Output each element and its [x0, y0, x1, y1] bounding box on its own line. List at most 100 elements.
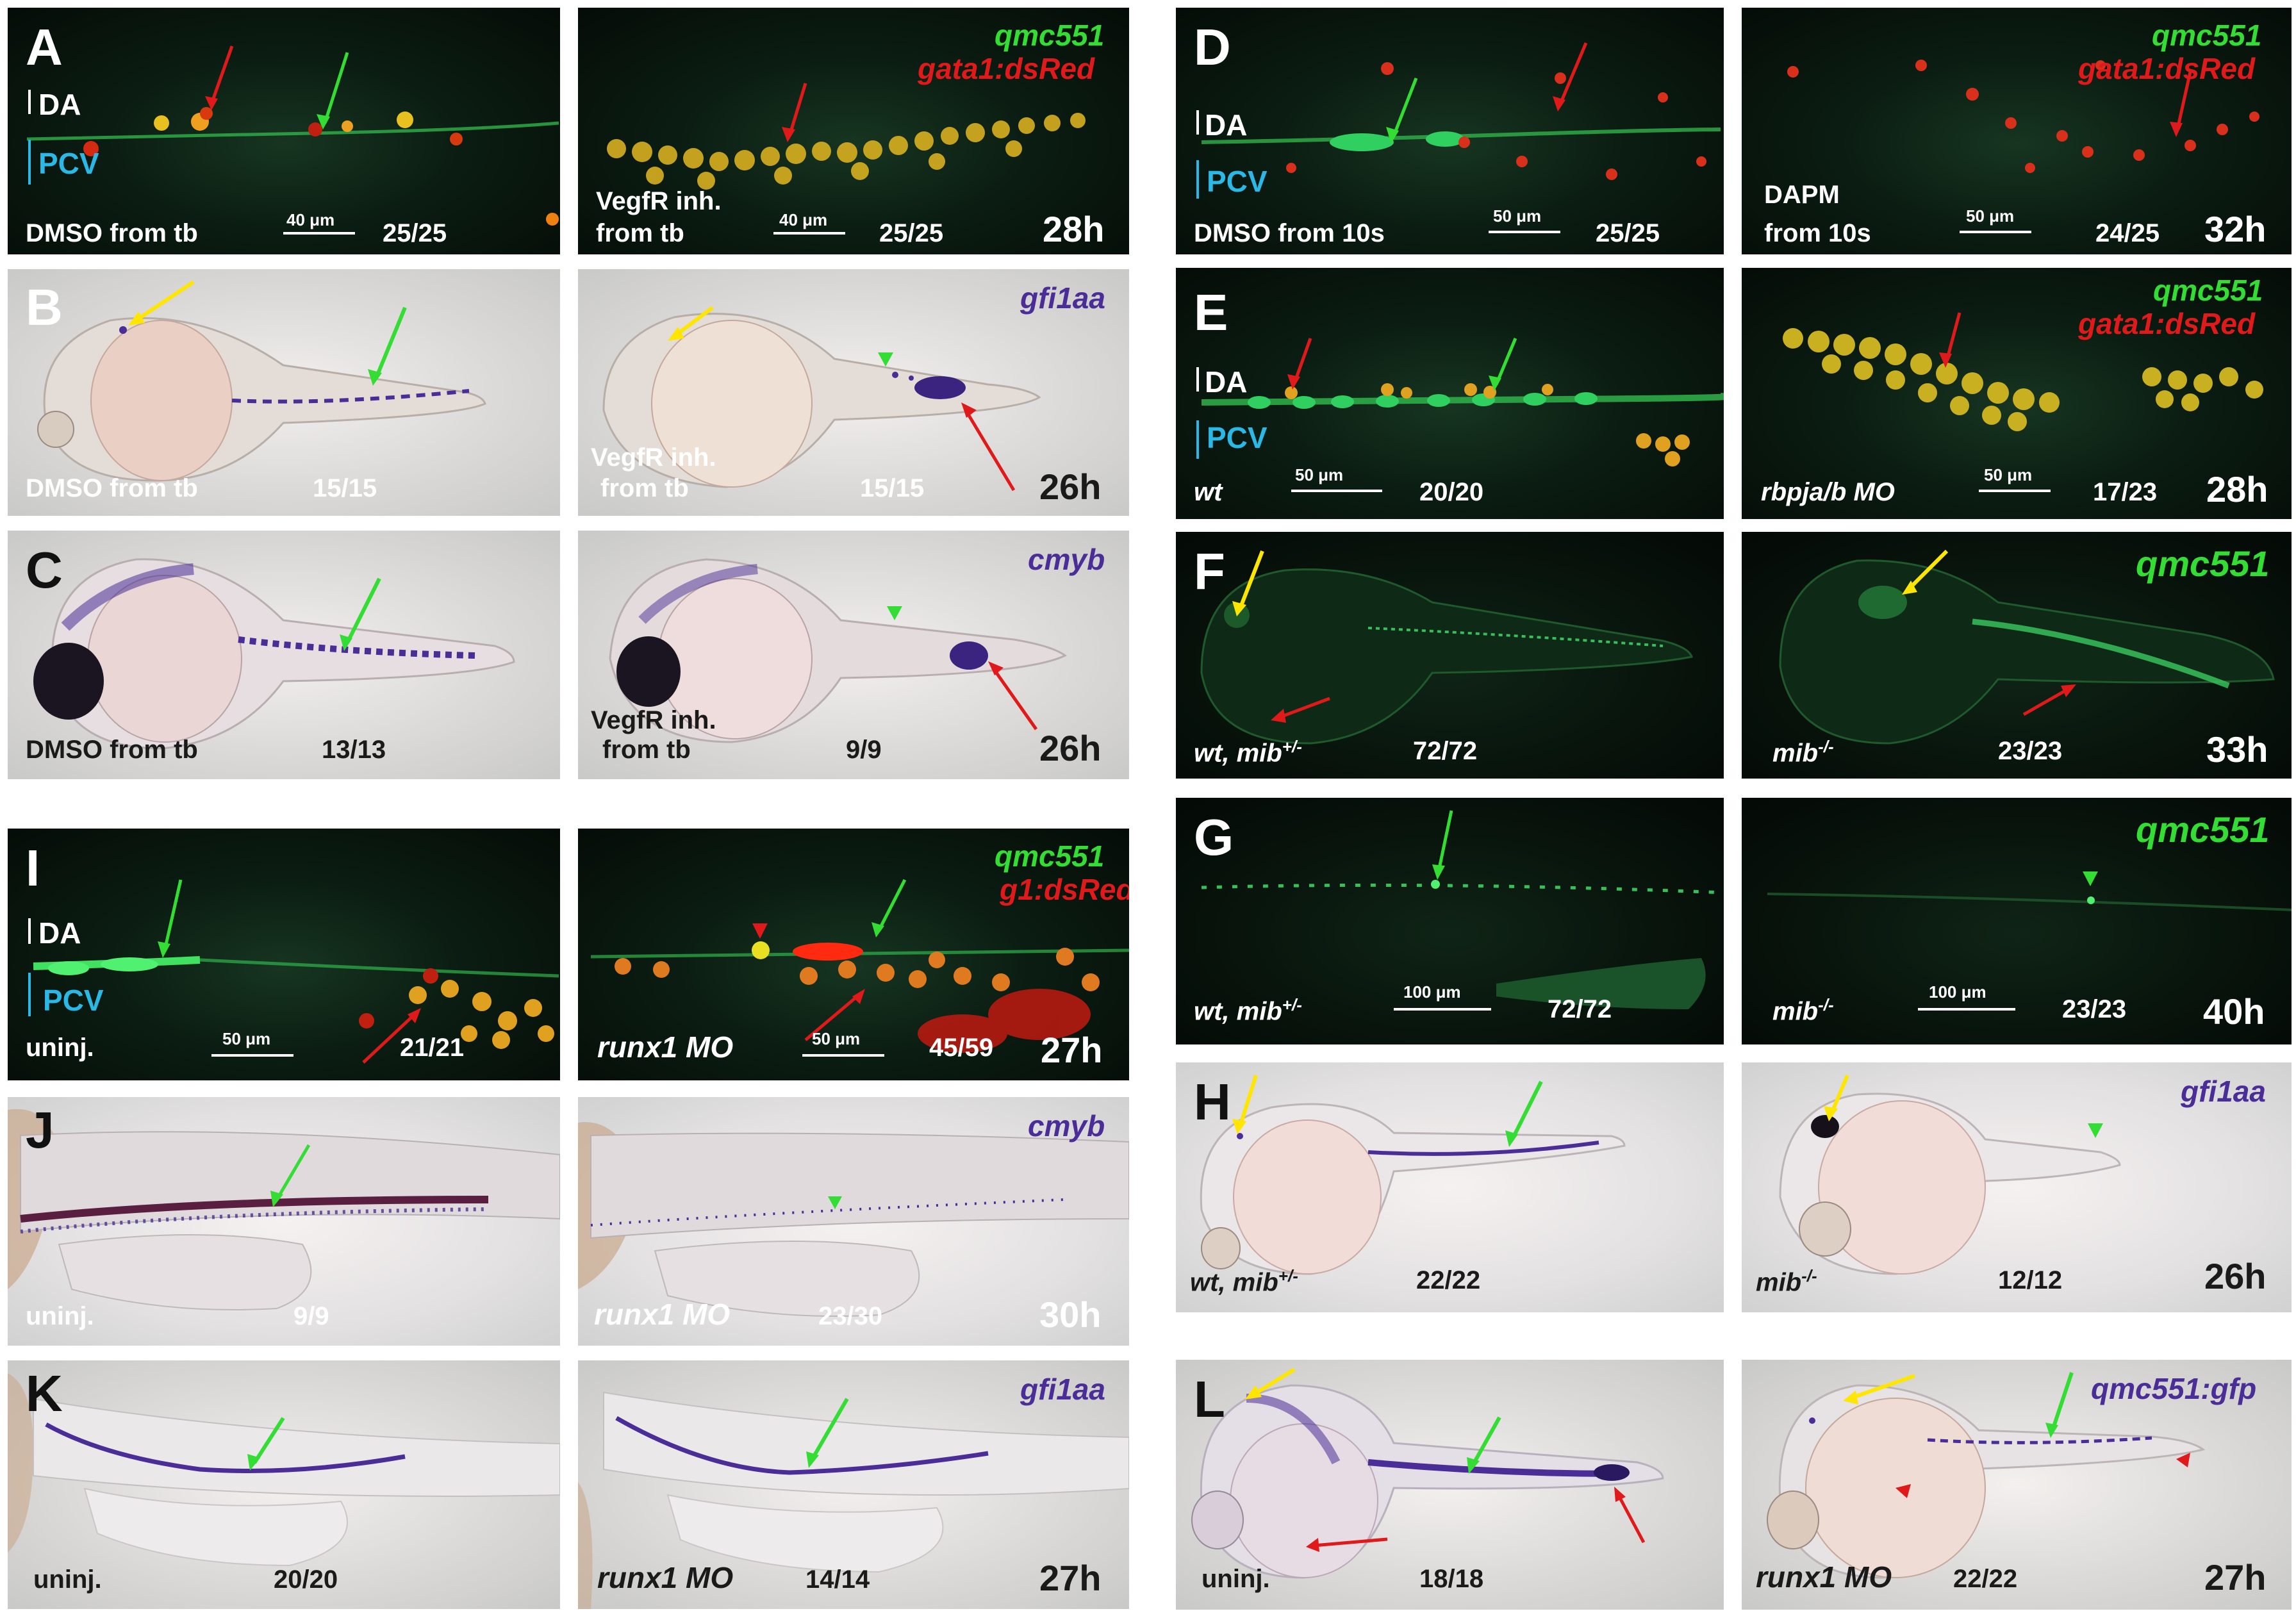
scale-bar — [1291, 490, 1382, 492]
panel-H-right-embryo — [1779, 1074, 2121, 1275]
scale-bar — [211, 1054, 293, 1057]
scale-bar — [1394, 1008, 1491, 1011]
condition-label: DMSO from tb — [26, 474, 198, 502]
panel-E-letter: E — [1194, 284, 1228, 341]
condition-label: rbpja/b MO — [1761, 478, 1895, 506]
panel-C-right: cmyb VegfR inh. from tb 9/9 26h — [578, 531, 1129, 779]
panel-K-right-embryo — [578, 1391, 1129, 1609]
count-label: 12/12 — [1998, 1266, 2063, 1294]
panel-H-left-embryo — [1200, 1075, 1626, 1275]
panel-D-left: D DA PCV DMSO from 10s 50 μm 25/25 — [1176, 8, 1724, 254]
marker-qmc551: qmc551 — [2136, 543, 2270, 584]
timepoint-label: 33h — [2206, 729, 2268, 770]
da-marker-line — [28, 90, 31, 114]
panel-L-right: qmc551:gfp runx1 MO 22/22 27h — [1742, 1360, 2292, 1610]
timepoint-label: 27h — [2204, 1557, 2267, 1597]
panel-C-letter: C — [26, 541, 63, 598]
count-label: 22/22 — [1953, 1565, 2018, 1593]
condition-label: uninj. — [1202, 1565, 1270, 1593]
scale-bar — [1979, 490, 2051, 492]
marker-qmc551-gfp: qmc551:gfp — [2091, 1372, 2257, 1405]
condition-label: runx1 MO — [597, 1561, 734, 1594]
panel-E-right-cells — [1783, 312, 2263, 431]
count-label: 15/15 — [313, 474, 377, 502]
marker-gfi1aa: gfi1aa — [1020, 1373, 1105, 1406]
panel-E-left: E DA PCV wt 50 μm 20/20 — [1176, 268, 1724, 519]
panel-G-letter: G — [1194, 809, 1234, 866]
da-marker-line — [1196, 367, 1199, 392]
panel-A-left: A DA PCV DMSO from tb 40 μm 25/25 — [8, 8, 560, 254]
panel-C-left: C DMSO from tb 13/13 — [8, 531, 560, 779]
panel-G-left-cells — [1201, 810, 1724, 1009]
panel-L-left: L uninj. 18/18 — [1176, 1360, 1724, 1610]
condition-line2: from tb — [596, 219, 684, 247]
panel-K-right: gfi1aa runx1 MO 14/14 27h — [578, 1360, 1129, 1609]
marker-qmc551: qmc551 — [2153, 274, 2263, 307]
marker-gata1-dsred: gata1:dsRed — [918, 52, 1095, 85]
condition-label: uninj. — [33, 1565, 102, 1594]
panel-J-left-embryo — [8, 1109, 560, 1310]
condition-label: uninj. — [26, 1302, 94, 1330]
panel-K-letter: K — [26, 1365, 63, 1422]
scale-label: 40 μm — [286, 210, 335, 229]
panel-I-letter: I — [26, 839, 40, 896]
marker-qmc551: qmc551 — [2152, 19, 2262, 52]
count-label: 23/23 — [2062, 995, 2127, 1023]
panel-D-letter: D — [1194, 19, 1231, 76]
scale-bar — [283, 232, 355, 235]
panel-F-right-embryo — [1779, 549, 2275, 745]
condition-line2: from tb — [600, 474, 689, 502]
timepoint-label: 32h — [2204, 209, 2267, 249]
timepoint-label: 26h — [1039, 466, 1102, 507]
pcv-label: PCV — [1207, 421, 1268, 454]
condition-line2: from 10s — [1764, 219, 1871, 247]
pcv-marker-line — [1196, 420, 1199, 459]
panel-D-right-cells — [1787, 60, 2259, 173]
scale-bar — [1489, 231, 1560, 233]
marker-cmyb: cmyb — [1028, 1109, 1105, 1143]
panel-F-letter: F — [1194, 543, 1225, 600]
scale-label: 50 μm — [1493, 206, 1542, 226]
count-label: 23/30 — [818, 1302, 883, 1330]
timepoint-label: 40h — [2203, 991, 2265, 1032]
count-label: 15/15 — [860, 474, 925, 502]
pcv-marker-line — [1196, 160, 1199, 199]
count-label: 25/25 — [879, 219, 944, 247]
panel-B-letter: B — [26, 279, 63, 336]
scale-label: 40 μm — [779, 210, 828, 229]
timepoint-label: 30h — [1039, 1294, 1102, 1335]
panel-A-left-cells — [26, 45, 559, 226]
timepoint-label: 26h — [2204, 1256, 2267, 1296]
panel-H-right: gfi1aa mib-/- 12/12 26h — [1742, 1062, 2292, 1312]
da-label: DA — [1205, 108, 1248, 142]
condition-label: mib-/- — [1756, 1266, 1817, 1297]
panel-K-left: K uninj. 20/20 — [8, 1360, 560, 1609]
panel-B-left: B DMSO from tb 15/15 — [8, 269, 560, 516]
scale-label: 50 μm — [222, 1029, 271, 1048]
timepoint-label: 28h — [2206, 469, 2268, 509]
panel-F-right: qmc551 mib-/- 23/23 33h — [1742, 532, 2292, 779]
marker-qmc551: qmc551 — [995, 19, 1105, 52]
condition-label: DMSO from tb — [26, 219, 198, 247]
timepoint-label: 27h — [1041, 1030, 1103, 1070]
condition-label: mib-/- — [1772, 737, 1834, 768]
panel-L-right-embryo — [1767, 1372, 2206, 1579]
count-label: 72/72 — [1548, 995, 1612, 1023]
condition-label: wt, mib+/- — [1194, 995, 1302, 1026]
panel-H-letter: H — [1194, 1073, 1231, 1130]
condition-label: uninj. — [26, 1034, 94, 1062]
scale-bar — [773, 232, 845, 235]
count-label: 21/21 — [400, 1034, 465, 1062]
count-label: 25/25 — [383, 219, 447, 247]
panel-A-letter: A — [26, 19, 63, 76]
marker-gfi1aa: gfi1aa — [1020, 281, 1105, 315]
count-label: 18/18 — [1419, 1565, 1484, 1593]
panel-D-right: qmc551 gata1:dsRed DAPM from 10s 50 μm 2… — [1742, 8, 2292, 254]
condition-line1: VegfR inh. — [591, 706, 716, 734]
panel-H-left: H wt, mib+/- 22/22 — [1176, 1062, 1724, 1312]
marker-cmyb: cmyb — [1028, 543, 1105, 576]
panel-I-right: qmc551 g1:dsRed runx1 MO 50 μm 45/59 27h — [578, 829, 1129, 1080]
panel-J-letter: J — [26, 1102, 54, 1159]
condition-label: runx1 MO — [1756, 1560, 1892, 1594]
count-label: 13/13 — [322, 736, 386, 764]
